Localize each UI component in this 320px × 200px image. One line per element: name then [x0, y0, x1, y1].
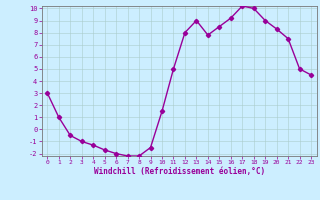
X-axis label: Windchill (Refroidissement éolien,°C): Windchill (Refroidissement éolien,°C) — [94, 167, 265, 176]
